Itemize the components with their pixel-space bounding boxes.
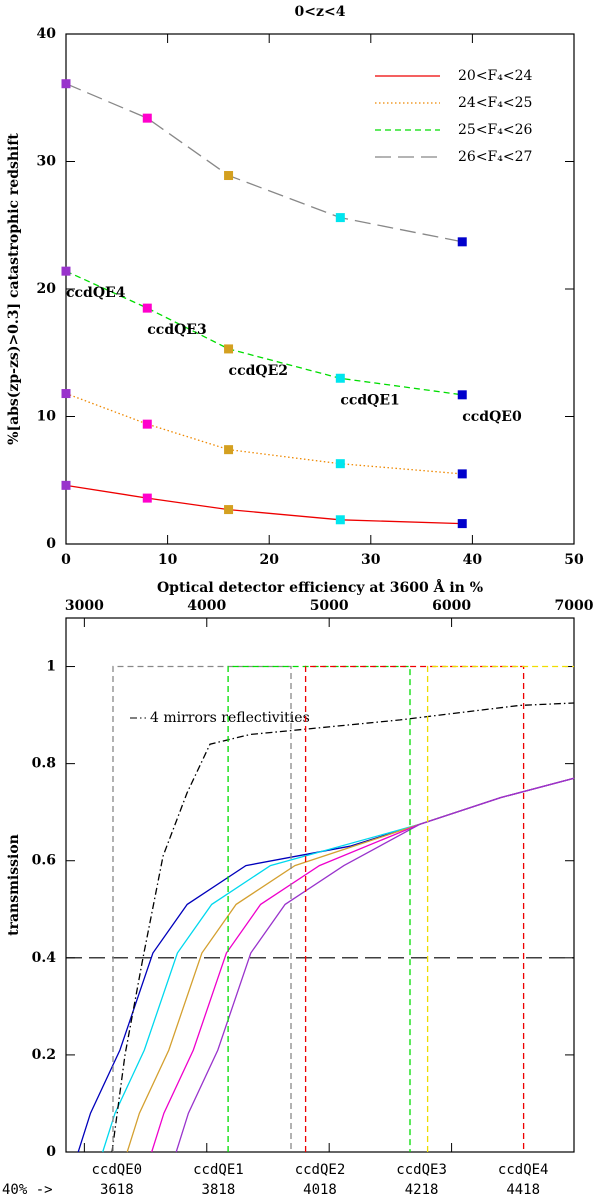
series-label: 4 mirrors reflectivities — [150, 710, 310, 726]
y-tick-label: 0 — [46, 1144, 56, 1160]
data-point — [61, 79, 71, 89]
data-point — [142, 113, 152, 123]
x-tick-label: 5000 — [310, 598, 349, 614]
cut-value: 3618 — [100, 1182, 134, 1198]
point-label: ccdQE1 — [340, 392, 399, 408]
y-tick-label: 0 — [46, 536, 56, 552]
data-point — [335, 515, 345, 525]
x-tick-label: 20 — [259, 552, 279, 568]
x-axis-label: Optical detector efficiency at 3600 Å in… — [157, 578, 483, 596]
y-axis-label: transmission — [6, 834, 22, 936]
y-tick-label: 0.2 — [32, 1047, 56, 1063]
series-line — [65, 484, 463, 525]
cut-label: 40% -> — [2, 1182, 53, 1198]
x-tick-label: 50 — [564, 552, 584, 568]
cut-value: 3818 — [202, 1182, 236, 1198]
x-tick-label: 40 — [463, 552, 483, 568]
series-line — [65, 392, 463, 475]
data-point — [457, 469, 467, 479]
data-point — [457, 237, 467, 247]
x-tick-label: 10 — [158, 552, 178, 568]
series-line — [426, 665, 574, 1152]
x-tick-label: 30 — [361, 552, 381, 568]
series-line — [65, 83, 463, 243]
data-point — [335, 459, 345, 469]
series-line — [126, 777, 575, 1153]
data-point — [224, 445, 234, 455]
y-tick-label: 20 — [37, 281, 57, 297]
series-line — [77, 777, 575, 1153]
series-label: ccdQE0 — [92, 1162, 143, 1178]
data-point — [224, 344, 234, 354]
series-label: ccdQE4 — [498, 1162, 549, 1178]
series-label: ccdQE2 — [295, 1162, 346, 1178]
series-line — [111, 702, 575, 1153]
point-label: ccdQE3 — [147, 322, 206, 338]
point-label: ccdQE4 — [66, 285, 126, 301]
series-line — [227, 665, 411, 1152]
series-line — [175, 777, 575, 1153]
y-tick-label: 10 — [37, 409, 57, 425]
series-label: ccdQE3 — [396, 1162, 447, 1178]
series-line — [304, 665, 525, 1152]
x-tick-label: 4000 — [187, 598, 226, 614]
series-line — [112, 665, 292, 1152]
y-tick-label: 0.4 — [32, 950, 57, 966]
series-label: ccdQE1 — [193, 1162, 244, 1178]
x-tick-label: 3000 — [65, 598, 104, 614]
series-line — [102, 777, 575, 1153]
plot-frame — [65, 617, 575, 1153]
y-axis-label: %[abs(zp-zs)>0.3] catastrophic redshift — [6, 133, 22, 445]
legend-label: 25<F₄<26 — [458, 122, 533, 138]
data-point — [224, 505, 234, 515]
chart-title: 0<z<4 — [295, 4, 346, 20]
legend-label: 24<F₄<25 — [458, 95, 532, 111]
x-tick-label: 7000 — [555, 598, 594, 614]
data-point — [142, 419, 152, 429]
cut-value: 4418 — [506, 1182, 540, 1198]
x-tick-label: 6000 — [432, 598, 471, 614]
data-point — [224, 171, 234, 181]
x-tick-label: 0 — [61, 552, 71, 568]
legend-label: 20<F₄<24 — [458, 68, 533, 84]
data-point — [457, 390, 467, 400]
y-tick-label: 1 — [46, 659, 56, 675]
point-label: ccdQE2 — [229, 363, 288, 379]
data-point — [335, 213, 345, 223]
data-point — [61, 480, 71, 490]
y-tick-label: 40 — [37, 26, 57, 42]
point-label: ccdQE0 — [462, 409, 522, 425]
cut-value: 4018 — [303, 1182, 337, 1198]
legend-label: 26<F₄<27 — [458, 149, 532, 165]
y-tick-label: 0.8 — [32, 756, 56, 772]
cut-value: 4218 — [405, 1182, 439, 1198]
series-line — [151, 777, 575, 1153]
data-point — [61, 389, 71, 399]
data-point — [142, 493, 152, 503]
data-point — [61, 266, 71, 276]
data-point — [335, 373, 345, 383]
data-point — [457, 519, 467, 529]
y-tick-label: 0.6 — [32, 853, 56, 869]
y-tick-label: 30 — [37, 154, 57, 170]
data-point — [142, 303, 152, 313]
